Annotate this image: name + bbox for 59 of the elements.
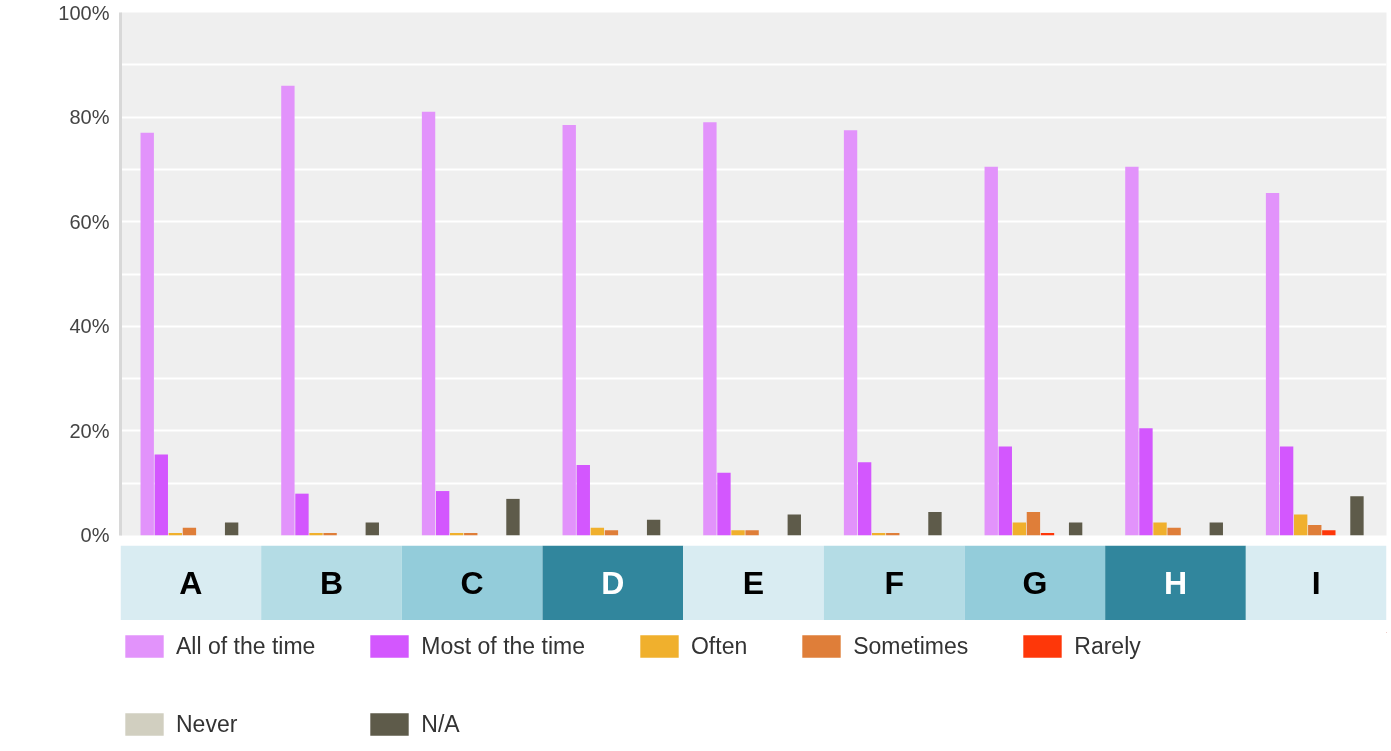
bar [731,530,745,536]
x-tick-label: A [179,565,203,601]
bar [1068,522,1083,536]
bar [154,454,168,536]
y-tick-label: 80% [69,106,110,129]
bar [787,514,801,536]
bar [224,522,239,536]
bar [1350,496,1364,536]
bar [1139,428,1153,536]
legend-label: N/A [421,710,460,738]
bar [576,464,590,536]
legend-label: Sometimes [853,632,969,660]
legend-label: Most of the time [421,632,585,660]
bar [506,498,520,536]
bar [140,132,154,536]
bar [984,166,998,536]
bar [1279,446,1294,536]
y-tick-label: 40% [69,315,110,338]
legend-label: Never [176,710,238,738]
bar [1125,166,1139,536]
bar [1265,192,1280,536]
bar [1153,522,1167,536]
bar [646,519,661,536]
bar [843,130,858,536]
bar [1322,530,1336,536]
x-tick-label: H [1163,565,1188,601]
bar [281,85,295,536]
bar [998,446,1012,536]
bar [1026,511,1041,536]
x-tick-label: C [460,565,484,601]
y-tick-label: 60% [69,210,110,233]
bar [1209,522,1223,536]
legend-label: All of the time [176,632,316,660]
bar [604,530,619,536]
bar [717,472,731,536]
bar [1167,527,1181,536]
x-tick-label: I [1311,565,1321,601]
legend-label: Often [690,632,748,660]
bar [857,462,872,536]
x-tick-label: D [601,565,625,601]
bar [745,530,759,536]
bar [928,511,942,536]
bar [435,491,450,536]
bar [703,122,717,536]
bar [421,111,436,536]
y-tick-label: 20% [69,419,110,442]
x-tick-label: F [884,565,904,601]
bar [1012,522,1027,536]
x-tick-label: E [742,565,765,601]
x-tick-label: G [1022,565,1048,601]
x-tick-label: B [319,565,344,601]
bar [1294,514,1308,536]
y-tick-label: 0% [80,523,110,546]
bar [1308,525,1322,536]
bar [365,522,379,536]
legend-label: Rarely [1074,632,1141,660]
y-tick-label: 100% [58,1,110,24]
bar [562,124,576,536]
bar [295,493,309,536]
